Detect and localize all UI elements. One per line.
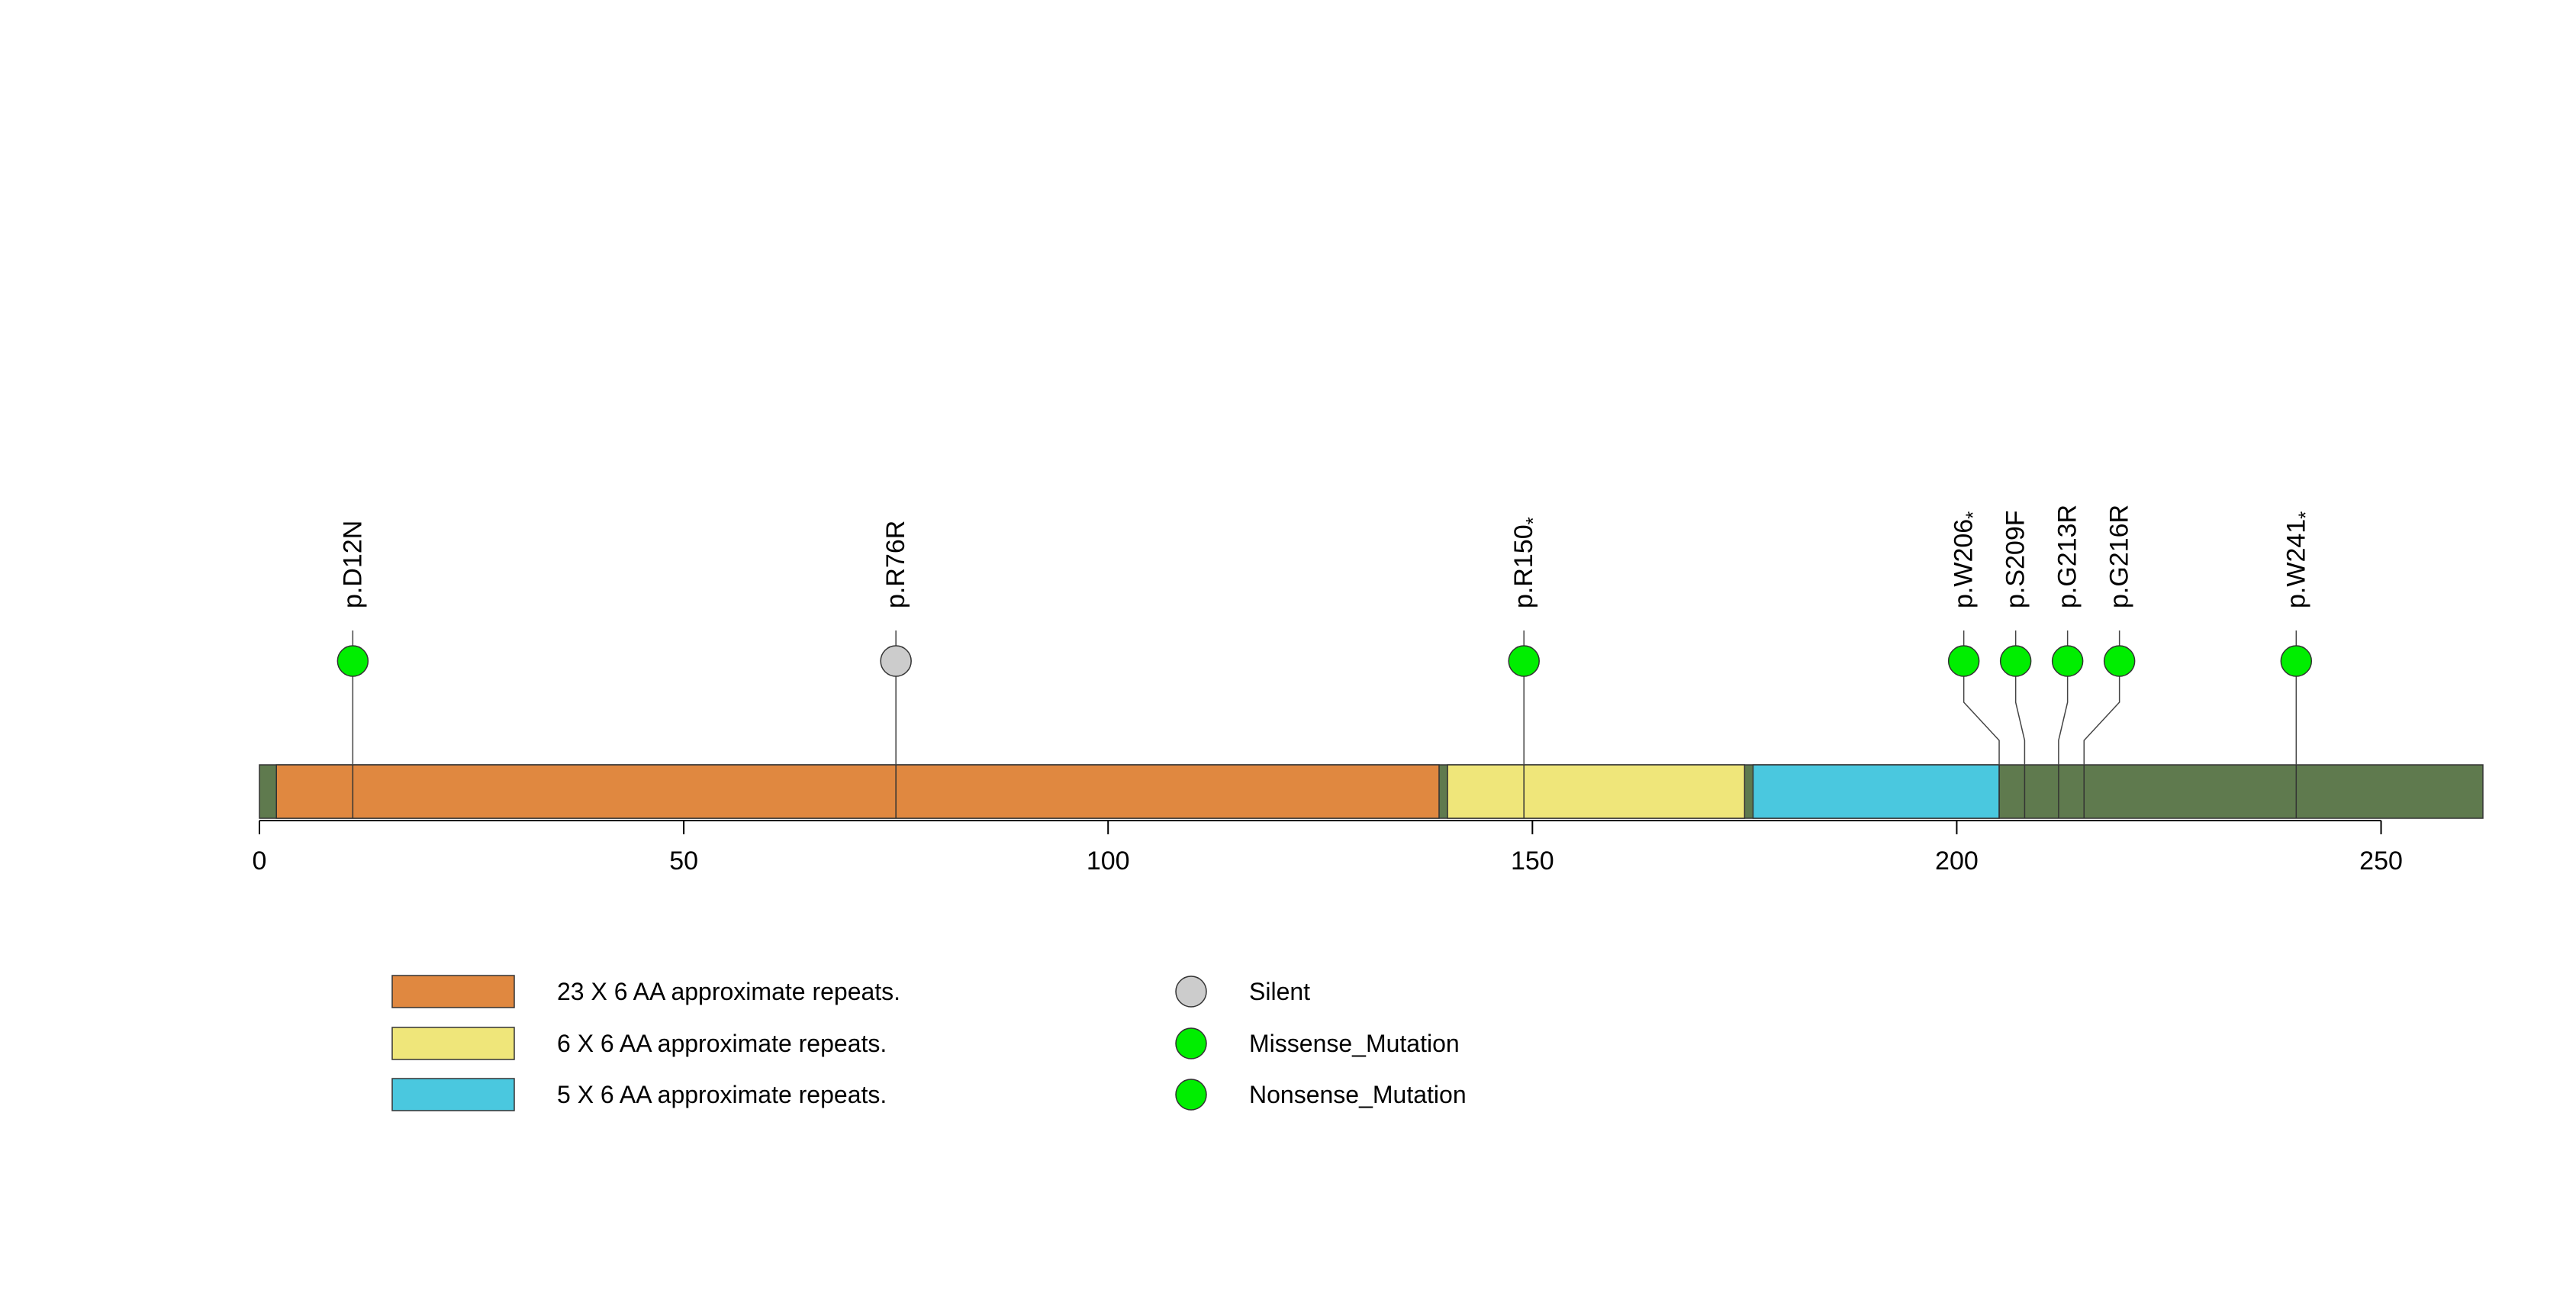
stop-marker: * bbox=[1962, 511, 1985, 519]
x-tick-label: 150 bbox=[1511, 847, 1554, 876]
legend: 23 X 6 AA approximate repeats. 6 X 6 AA a… bbox=[392, 976, 1467, 1111]
mutation-label: p.S209F bbox=[2001, 510, 2030, 608]
domain-2 bbox=[1447, 765, 1744, 818]
legend-mutation-swatch bbox=[1176, 1028, 1206, 1059]
mutation-head bbox=[1949, 646, 1979, 676]
stop-marker: * bbox=[2294, 511, 2317, 519]
domain-3 bbox=[1753, 765, 1999, 818]
mutation-head bbox=[337, 646, 368, 676]
mutation-stem bbox=[1964, 661, 1999, 765]
mutation-label: p.W206* bbox=[1950, 511, 1985, 608]
legend-domain-swatch bbox=[392, 976, 514, 1008]
legend-mutation-swatch bbox=[1176, 1079, 1206, 1110]
domain-1 bbox=[276, 765, 1439, 818]
x-tick-label: 50 bbox=[669, 847, 698, 876]
mutation-label: p.D12N bbox=[338, 521, 367, 608]
mutation-label: p.G213R bbox=[2053, 505, 2082, 608]
legend-mutation-label: Missense_Mutation bbox=[1249, 1030, 1460, 1057]
x-tick-label: 200 bbox=[1935, 847, 1979, 876]
mutation-head bbox=[1509, 646, 1539, 676]
legend-domain-swatch bbox=[392, 1027, 514, 1059]
legend-domain-label: 23 X 6 AA approximate repeats. bbox=[557, 978, 900, 1005]
x-tick-label: 250 bbox=[2359, 847, 2403, 876]
stop-marker: * bbox=[1521, 517, 1544, 524]
x-tick-label: 100 bbox=[1087, 847, 1130, 876]
mutation-label: p.W241* bbox=[2281, 511, 2317, 608]
protein-track bbox=[259, 765, 2483, 818]
legend-mutation-label: Nonsense_Mutation bbox=[1249, 1081, 1467, 1108]
legend-domain-label: 5 X 6 AA approximate repeats. bbox=[557, 1081, 887, 1108]
legend-domain-label: 6 X 6 AA approximate repeats. bbox=[557, 1030, 887, 1057]
mutation-head bbox=[2281, 646, 2311, 676]
mutation-head bbox=[2053, 646, 2083, 676]
x-tick-label: 0 bbox=[253, 847, 267, 876]
mutation-label: p.R150* bbox=[1509, 517, 1544, 608]
mutation-label: p.G216R bbox=[2105, 505, 2134, 608]
mutation-head bbox=[2001, 646, 2031, 676]
legend-mutation-label: Silent bbox=[1249, 978, 1310, 1005]
x-axis: 0 50 100 150 200 250 bbox=[253, 821, 2403, 876]
mutation-head bbox=[881, 646, 911, 676]
legend-mutation-swatch bbox=[1176, 976, 1206, 1007]
legend-domain-swatch bbox=[392, 1079, 514, 1111]
mutation-head bbox=[2104, 646, 2135, 676]
mutation-stem bbox=[2084, 661, 2119, 765]
mutation-label: p.R76R bbox=[881, 521, 910, 608]
